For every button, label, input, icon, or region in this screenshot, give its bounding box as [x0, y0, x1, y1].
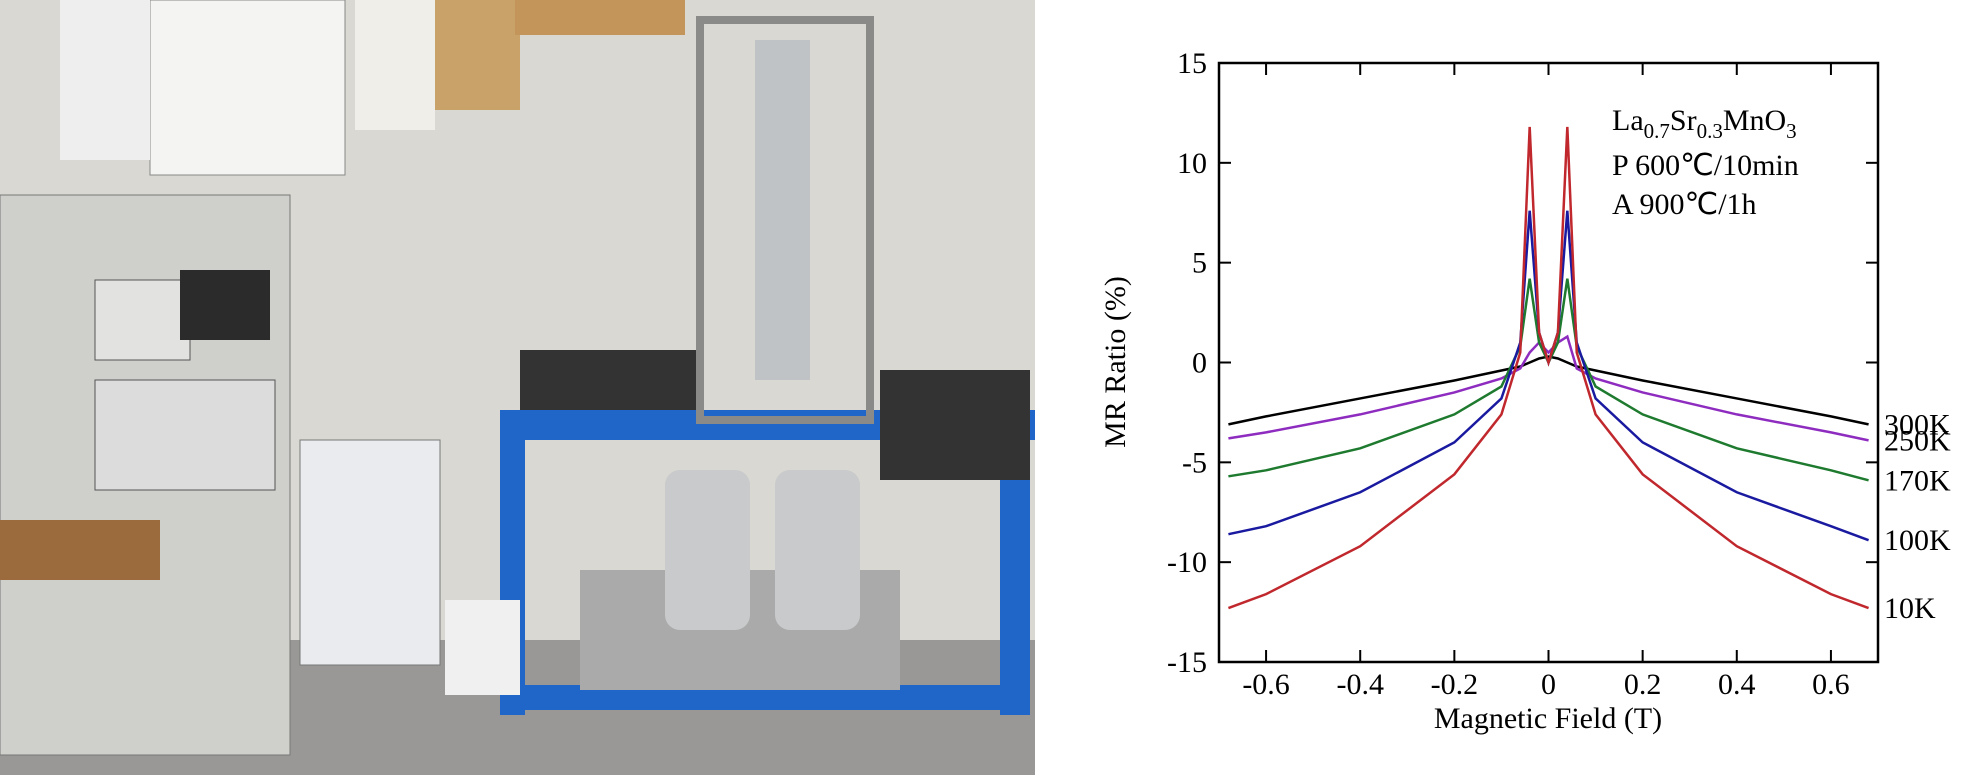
x-axis-title: Magnetic Field (T) — [1434, 702, 1662, 735]
lab-photo — [0, 0, 1035, 775]
y-tick-label: -5 — [1182, 446, 1207, 479]
annotation: P 600℃/10min — [1612, 149, 1799, 182]
x-tick-label: 0.6 — [1812, 668, 1850, 701]
x-tick-label: 0.4 — [1718, 668, 1756, 701]
annotation-formula: La0.7Sr0.3MnO3 — [1612, 104, 1797, 143]
series-line — [1228, 355, 1869, 426]
series-label: 250K — [1884, 424, 1951, 457]
y-tick-label: 0 — [1192, 347, 1207, 380]
y-tick-label: 15 — [1177, 47, 1207, 80]
plot-frame — [1217, 61, 1880, 664]
annotation: A 900℃/1h — [1612, 188, 1757, 221]
series-line — [1228, 278, 1869, 482]
y-tick-label: -15 — [1167, 646, 1207, 679]
series-label: 170K — [1884, 464, 1951, 497]
x-tick-label: -0.4 — [1336, 668, 1384, 701]
series-line — [1228, 334, 1869, 442]
series-label: 10K — [1884, 592, 1936, 625]
series-line — [1227, 126, 1870, 610]
series-line — [1228, 210, 1870, 542]
formula-part: Sr — [1670, 104, 1697, 137]
formula-subscript: 0.7 — [1644, 119, 1670, 143]
formula-subscript: 3 — [1786, 119, 1797, 143]
x-tick-label: 0 — [1541, 668, 1556, 701]
y-tick-label: -10 — [1167, 546, 1207, 579]
formula-part: La — [1612, 104, 1644, 137]
series-label: 300K — [1884, 408, 1951, 441]
formula-subscript: 0.3 — [1697, 119, 1723, 143]
x-tick-label: -0.6 — [1242, 668, 1290, 701]
x-tick-label: 0.2 — [1624, 668, 1662, 701]
x-tick-label: -0.2 — [1431, 668, 1479, 701]
y-axis-title: MR Ratio (%) — [1099, 276, 1132, 448]
series-label: 100K — [1884, 524, 1951, 557]
y-tick-label: 10 — [1177, 147, 1207, 180]
y-tick-label: 5 — [1192, 247, 1207, 280]
formula-part: MnO — [1723, 104, 1786, 137]
